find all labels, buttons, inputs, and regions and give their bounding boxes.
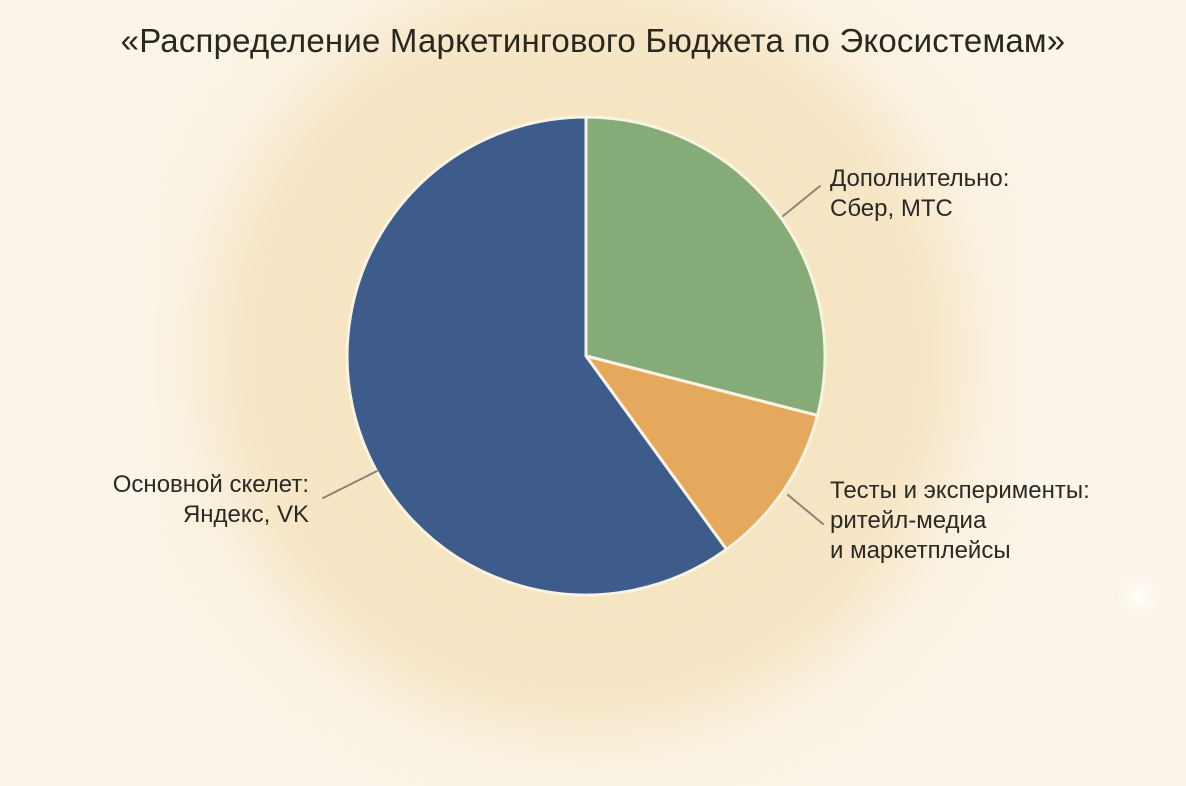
label-line: Дополнительно: [830, 165, 1010, 192]
label-line: ритейл-медиа [830, 507, 987, 534]
pie-slices [345, 115, 827, 597]
pie-slice-1 [584, 115, 827, 417]
label-slice-tests: Тесты и эксперименты: ритейл-медиа и мар… [830, 476, 1090, 566]
slide-canvas: «Распределение Маркетингового Бюджета по… [113, 0, 1162, 786]
label-line: Тесты и эксперименты: [830, 477, 1090, 504]
label-line: и маркетплейсы [830, 537, 1011, 564]
label-slice-additional: Дополнительно: Сбер, МТС [830, 164, 1009, 224]
chart-title: «Распределение Маркетингового Бюджета по… [120, 22, 1066, 59]
label-line: Основной скелет: [112, 471, 309, 498]
leader-line-tests [787, 494, 824, 525]
label-line: Сбер, МТС [830, 195, 953, 222]
pie-chart [322, 115, 827, 597]
leader-line-additional [782, 185, 821, 217]
label-slice-main: Основной скелет: Яндекс, VK [113, 470, 309, 530]
leader-line-main [322, 470, 378, 499]
pie-slice-3 [345, 115, 728, 597]
leader-lines [322, 185, 824, 525]
label-line: Яндекс, VK [182, 501, 309, 528]
pie-slice-2 [584, 354, 819, 551]
